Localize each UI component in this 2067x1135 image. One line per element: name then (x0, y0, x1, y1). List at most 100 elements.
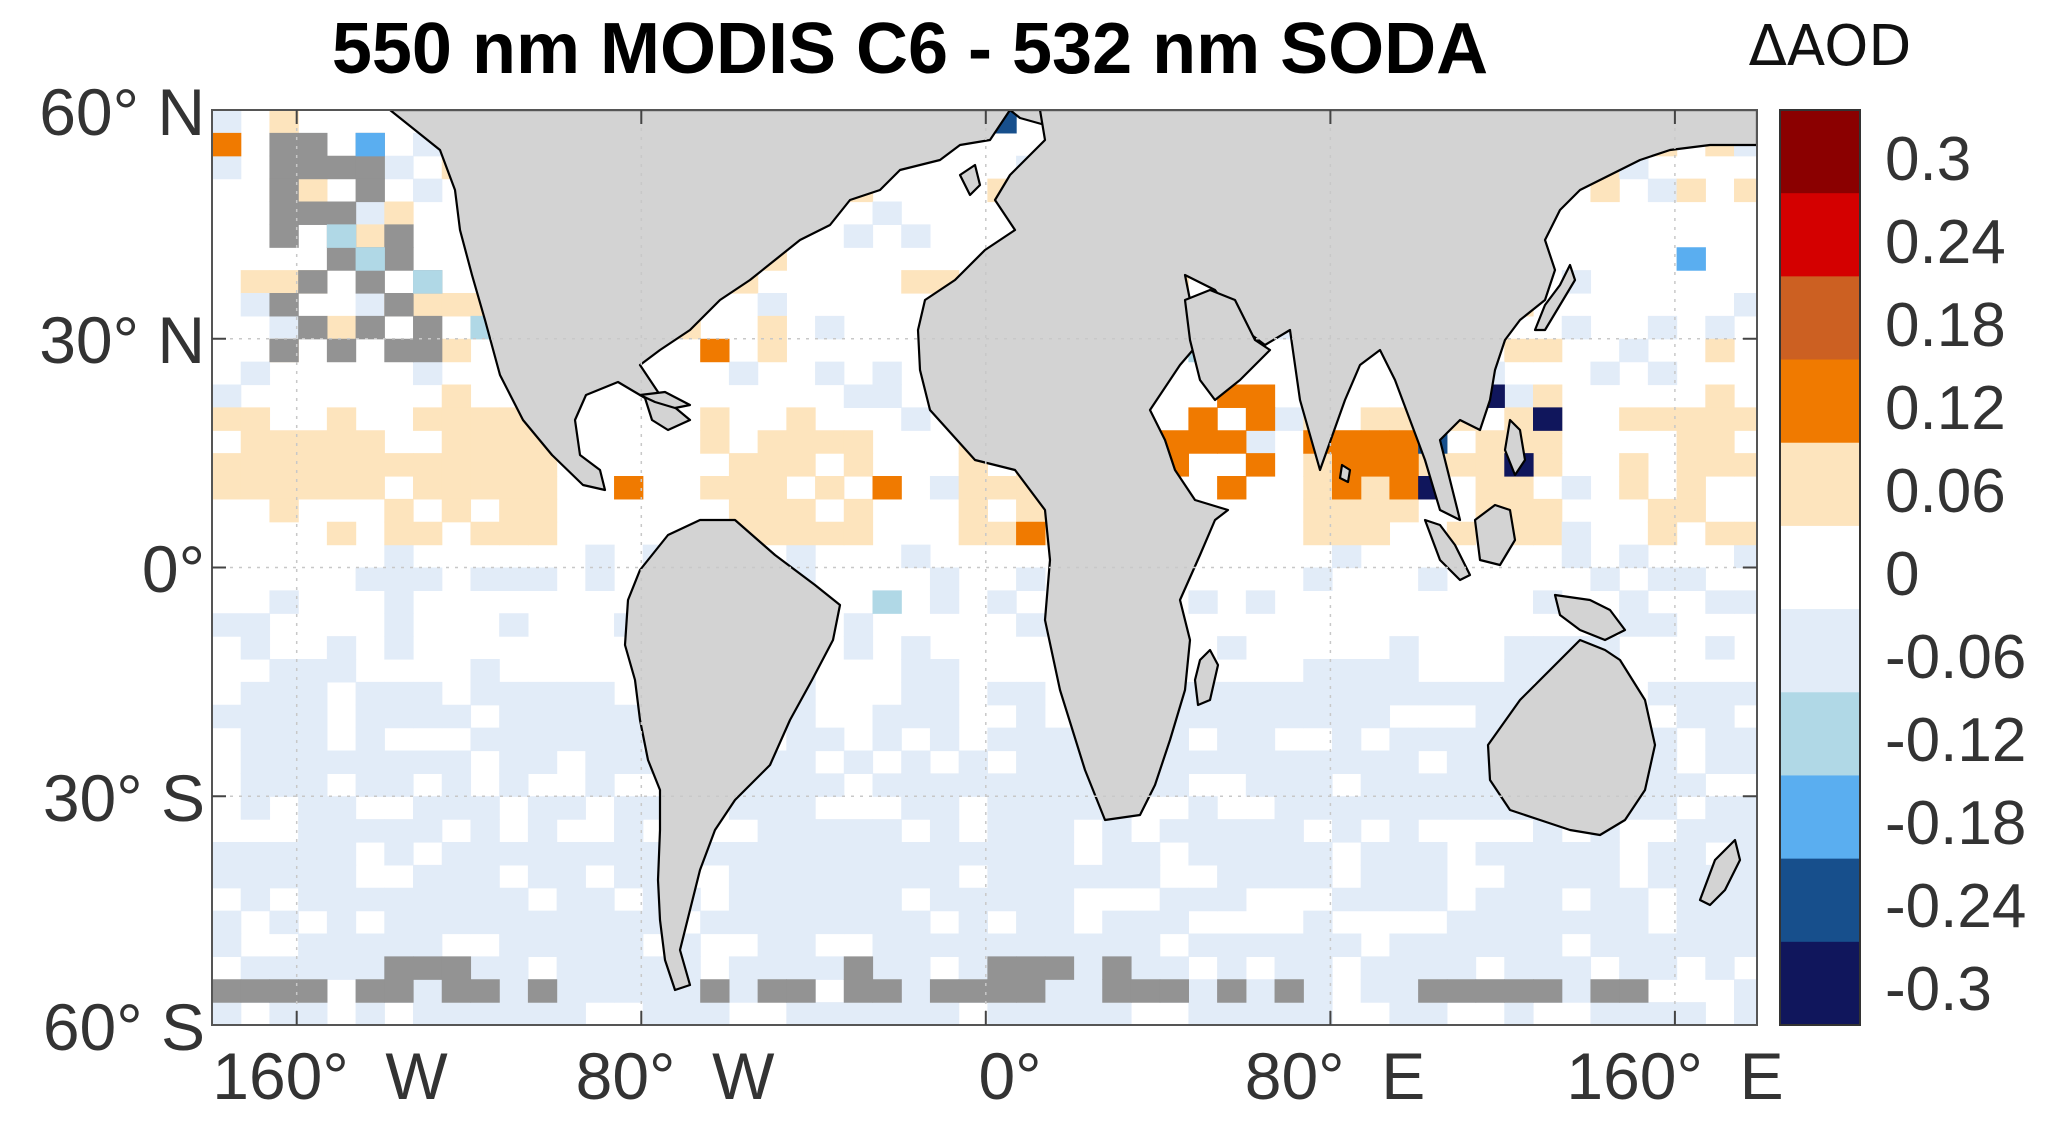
aod-cell (269, 727, 299, 752)
aod-cell (843, 224, 874, 248)
aod-cell (1389, 430, 1419, 454)
aod-cell (441, 864, 472, 889)
aod-cell (556, 681, 586, 706)
aod-cell (987, 933, 1017, 957)
aod-cell (1245, 681, 1276, 706)
aod-cell (1705, 636, 1735, 660)
aod-cell (757, 910, 787, 935)
aod-cell (1130, 956, 1161, 980)
aod-cell (1044, 727, 1075, 752)
aod-cell (815, 315, 845, 340)
aod-cell (413, 270, 443, 294)
aod-cell (614, 819, 644, 843)
aod-cell (929, 796, 960, 820)
aod-cell (786, 430, 816, 454)
aod-cell (527, 727, 558, 752)
aod-cell (499, 979, 529, 1003)
aod-cell (1705, 338, 1735, 363)
aod-cell (1475, 704, 1505, 729)
aod-cell (298, 704, 328, 729)
new-zealand-land (1698, 838, 1742, 907)
aod-cell (987, 864, 1017, 889)
aod-cell (1245, 590, 1276, 614)
aod-cell (1647, 1002, 1678, 1025)
aod-cell (1102, 842, 1132, 866)
aod-cell (1360, 453, 1391, 477)
aod-cell (269, 750, 299, 774)
aod-cell (1647, 613, 1678, 637)
aod-cell (499, 887, 529, 912)
aod-cell (1044, 933, 1075, 957)
aod-cell (499, 750, 529, 774)
aod-cell (212, 704, 242, 729)
aod-cell (1504, 979, 1534, 1003)
aod-cell (1360, 476, 1391, 500)
aod-cell (384, 155, 414, 180)
aod-cell (441, 796, 472, 820)
aod-cell (757, 956, 787, 980)
lon-label-0: 0° (978, 1039, 1042, 1113)
aod-cell (1446, 750, 1477, 774)
aod-cell (326, 636, 357, 660)
aod-cell (843, 453, 874, 477)
aod-cell (298, 819, 328, 843)
aod-cell (987, 727, 1017, 752)
aod-cell (1647, 567, 1678, 591)
aod-cell (298, 201, 328, 225)
aod-cell (1504, 338, 1534, 363)
aod-cell (298, 956, 328, 980)
aod-cell (326, 407, 357, 431)
aod-cell (1734, 750, 1757, 774)
aod-cell (384, 636, 414, 660)
aod-cell (413, 681, 443, 706)
aod-cell (1475, 453, 1505, 477)
aod-cell (1561, 842, 1592, 866)
aod-cell (1274, 933, 1304, 957)
aod-cell (1331, 704, 1362, 729)
aod-cell (1590, 933, 1620, 957)
aod-cell (240, 270, 271, 294)
aod-cell (298, 842, 328, 866)
aod-cell (1389, 750, 1419, 774)
aod-cell (929, 681, 960, 706)
aod-cell (843, 910, 874, 935)
aod-cell (843, 521, 874, 546)
aod-cell (1389, 727, 1419, 752)
aod-cell (1303, 567, 1333, 591)
aod-cell (929, 659, 960, 683)
aod-cell (527, 498, 558, 523)
aod-cell (269, 201, 299, 225)
aod-cell (1360, 842, 1391, 866)
aod-cell (1418, 956, 1448, 980)
aod-cell (269, 178, 299, 203)
aod-cell (556, 727, 586, 752)
aod-cell (326, 521, 357, 546)
aod-cell (1044, 887, 1075, 912)
aod-cell (298, 1002, 328, 1025)
aod-cell (929, 887, 960, 912)
aod-cell (413, 1002, 443, 1025)
aod-cell (1734, 681, 1757, 706)
aod-cell (269, 681, 299, 706)
aod-cell (384, 453, 414, 477)
aod-cell (298, 476, 328, 500)
aod-cell (1590, 1002, 1620, 1025)
aod-cell (298, 132, 328, 157)
aod-cell (1016, 819, 1046, 843)
graticule (212, 110, 1757, 1025)
aod-cell (901, 933, 931, 957)
aod-cell (1647, 750, 1678, 774)
aod-cell (1504, 887, 1534, 912)
aod-cell (269, 430, 299, 454)
aod-cell (728, 476, 759, 500)
aod-cell (355, 293, 385, 317)
aod-cell (1274, 1002, 1304, 1025)
aod-cell (1676, 247, 1706, 271)
aod-cell (815, 887, 845, 912)
aod-cell (843, 636, 874, 660)
aod-cell (1188, 887, 1218, 912)
aod-cell (872, 1002, 902, 1025)
aod-cell (413, 910, 443, 935)
aod-cell (499, 727, 529, 752)
aod-cell (384, 979, 414, 1003)
